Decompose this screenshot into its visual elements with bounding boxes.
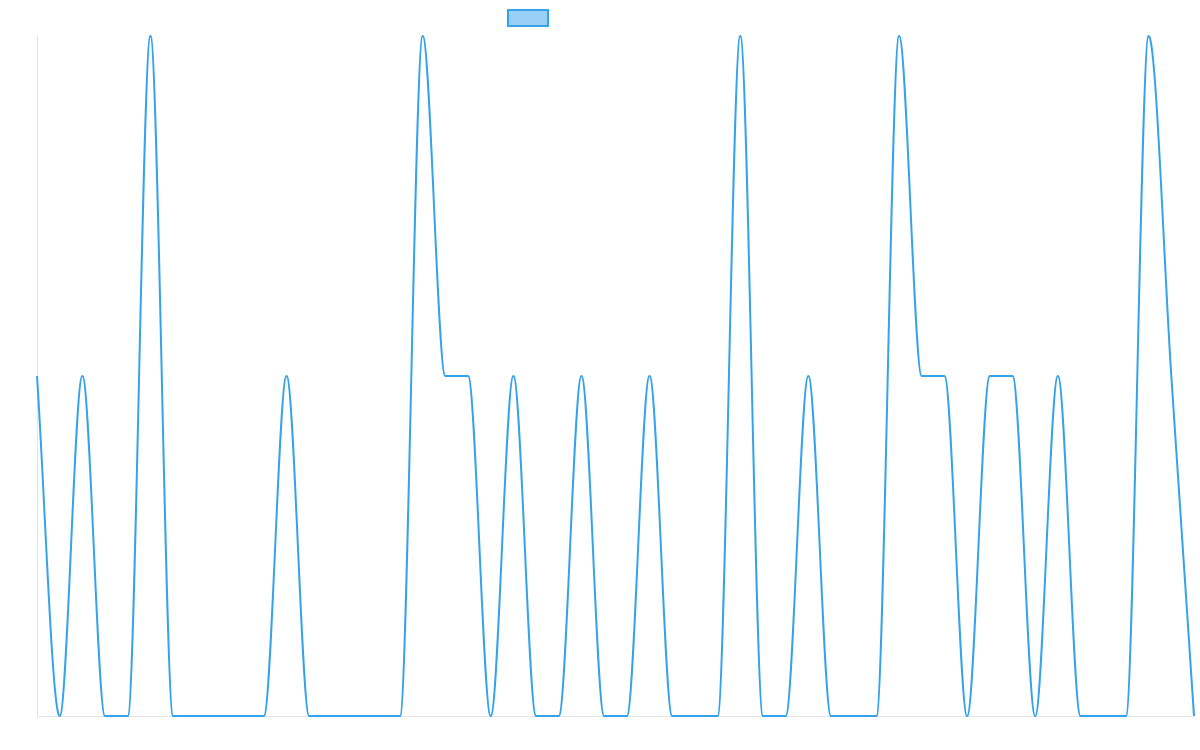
data-point[interactable] — [374, 713, 380, 719]
data-point[interactable] — [465, 373, 471, 379]
data-point[interactable] — [1123, 713, 1129, 719]
series-layer — [34, 33, 1197, 719]
data-point[interactable] — [193, 713, 199, 719]
data-point[interactable] — [873, 713, 879, 719]
data-point[interactable] — [442, 373, 448, 379]
data-point[interactable] — [147, 33, 153, 39]
legend-swatch[interactable] — [507, 9, 549, 27]
data-point[interactable] — [828, 713, 834, 719]
data-point[interactable] — [533, 713, 539, 719]
data-point[interactable] — [306, 713, 312, 719]
data-point[interactable] — [488, 713, 494, 719]
data-point[interactable] — [397, 713, 403, 719]
data-point[interactable] — [737, 33, 743, 39]
data-point[interactable] — [692, 713, 698, 719]
series-line — [36, 35, 1195, 717]
data-point[interactable] — [238, 713, 244, 719]
data-point[interactable] — [261, 713, 267, 719]
data-point[interactable] — [624, 713, 630, 719]
data-point[interactable] — [1010, 373, 1016, 379]
data-point[interactable] — [783, 713, 789, 719]
data-point[interactable] — [170, 713, 176, 719]
data-point[interactable] — [941, 373, 947, 379]
data-point[interactable] — [715, 713, 721, 719]
data-point[interactable] — [647, 373, 653, 379]
data-point[interactable] — [510, 373, 516, 379]
data-point[interactable] — [79, 373, 85, 379]
data-point[interactable] — [102, 713, 108, 719]
data-point[interactable] — [578, 373, 584, 379]
data-point[interactable] — [420, 33, 426, 39]
data-point[interactable] — [851, 713, 857, 719]
data-point[interactable] — [1055, 373, 1061, 379]
data-point[interactable] — [805, 373, 811, 379]
data-point[interactable] — [284, 373, 290, 379]
data-point[interactable] — [1100, 713, 1106, 719]
data-point[interactable] — [987, 373, 993, 379]
data-point[interactable] — [1146, 33, 1152, 39]
data-point[interactable] — [556, 713, 562, 719]
data-point[interactable] — [57, 713, 63, 719]
data-point[interactable] — [1168, 373, 1174, 379]
data-point[interactable] — [215, 713, 221, 719]
data-point[interactable] — [1032, 713, 1038, 719]
data-point[interactable] — [352, 713, 358, 719]
data-point[interactable] — [601, 713, 607, 719]
data-point[interactable] — [34, 373, 40, 379]
data-point[interactable] — [125, 713, 131, 719]
data-point[interactable] — [760, 713, 766, 719]
data-point[interactable] — [669, 713, 675, 719]
data-point[interactable] — [1191, 713, 1197, 719]
data-point[interactable] — [1078, 713, 1084, 719]
data-point[interactable] — [329, 713, 335, 719]
data-point[interactable] — [896, 33, 902, 39]
data-point[interactable] — [919, 373, 925, 379]
data-point[interactable] — [964, 713, 970, 719]
